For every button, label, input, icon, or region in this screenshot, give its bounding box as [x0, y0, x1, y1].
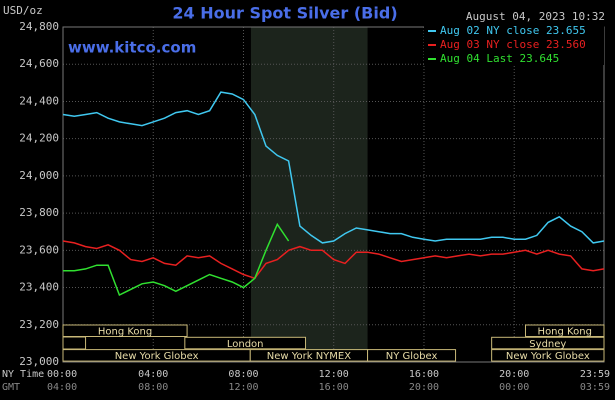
session-label: Sydney — [529, 339, 566, 350]
chart-title: 24 Hour Spot Silver (Bid) — [172, 4, 397, 23]
gmt-tick-label: 04:00 — [47, 382, 77, 393]
session-box — [367, 349, 457, 362]
y-tick-label: 24,400 — [19, 94, 59, 107]
legend-entry: Aug 02 NY close 23.655 — [440, 24, 586, 37]
legend-entry: Aug 04 Last 23.645 — [440, 52, 559, 65]
ny-time-label: NY Time — [2, 369, 44, 380]
session-label: New York Globex — [506, 351, 590, 362]
session-box — [491, 336, 605, 350]
x-tick-label: 04:00 — [138, 369, 168, 380]
y-unit: USD/oz — [3, 4, 43, 17]
y-tick-label: 24,200 — [19, 132, 59, 145]
y-tick-label: 23,400 — [19, 281, 59, 294]
x-tick-label: 23:59 — [580, 369, 610, 380]
session-label: New York Globex — [115, 351, 199, 362]
price-line — [63, 222, 290, 297]
session-box — [524, 324, 605, 337]
session-box — [62, 336, 87, 350]
gmt-tick-label: 00:00 — [499, 382, 529, 393]
session-box — [184, 336, 307, 350]
y-tick-label: 23,800 — [19, 206, 59, 219]
session-label: Hong Kong — [98, 327, 152, 338]
y-tick-label: 23,600 — [19, 243, 59, 256]
plot-border — [62, 26, 605, 363]
gmt-tick-label: 08:00 — [138, 382, 168, 393]
gmt-tick-label: 03:59 — [580, 382, 610, 393]
gmt-tick-label: 20:00 — [409, 382, 439, 393]
gmt-tick-label: 16:00 — [319, 382, 349, 393]
timestamp: August 04, 2023 10:32 — [466, 10, 605, 23]
session-box — [62, 324, 188, 337]
session-label: Hong Kong — [538, 327, 592, 338]
x-tick-label: 00:00 — [47, 369, 77, 380]
x-tick-label: 20:00 — [499, 369, 529, 380]
y-tick-label: 23,000 — [19, 355, 59, 368]
gmt-label: GMT — [2, 382, 20, 393]
session-label: New York NYMEX — [267, 351, 352, 362]
legend-box — [424, 23, 604, 65]
y-tick-label: 24,800 — [19, 20, 59, 33]
session-box — [491, 349, 605, 362]
y-tick-label: 24,600 — [19, 57, 59, 70]
price-line — [62, 240, 605, 280]
legend-entry: Aug 03 NY close 23.560 — [440, 38, 586, 51]
x-tick-label: 08:00 — [228, 369, 258, 380]
x-tick-label: 16:00 — [409, 369, 439, 380]
y-tick-label: 24,000 — [19, 169, 59, 182]
watermark: www.kitco.com — [68, 39, 196, 57]
session-label: London — [227, 339, 264, 350]
x-tick-label: 12:00 — [319, 369, 349, 380]
gmt-tick-label: 12:00 — [228, 382, 258, 393]
session-highlight — [250, 27, 368, 362]
price-line — [62, 91, 605, 244]
y-tick-label: 23,200 — [19, 318, 59, 331]
session-label: NY Globex — [386, 351, 438, 362]
